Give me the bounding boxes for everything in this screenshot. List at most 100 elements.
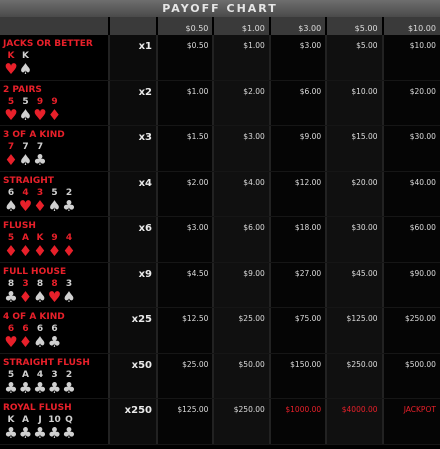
payout-value: $9.00 xyxy=(270,126,328,171)
playing-card: 3 ♣ xyxy=(48,370,62,396)
payout-row: STRAIGHT 6 ♠ 4 ♥ 3 ♦ 5 ♠ 2 ♣ x4 $2.00 $4.00 $12.00 $20.… xyxy=(0,171,440,217)
payout-value: $9.00 xyxy=(214,262,271,307)
playing-card: 4 ♥ xyxy=(19,188,33,214)
playing-card: K ♣ xyxy=(4,415,18,441)
hand-cell: FULL HOUSE 8 ♣ 3 ♦ 8 ♠ 8 ♥ 3 ♠ xyxy=(0,262,110,307)
payout-value: $15.00 xyxy=(327,126,384,171)
playing-card: A ♣ xyxy=(19,370,33,396)
card-rank: 5 xyxy=(7,233,15,243)
multiplier: x1 xyxy=(110,35,158,80)
hand-name: FLUSH xyxy=(3,221,36,231)
card-rank: 8 xyxy=(51,278,58,289)
card-rank: 3 xyxy=(36,187,44,198)
playing-card: 3 ♦ xyxy=(19,279,33,305)
bet-header: $1.00 xyxy=(214,17,271,35)
playing-card: K ♦ xyxy=(33,233,47,259)
card-rank: K xyxy=(7,415,15,425)
card-suit-icon: ♥ xyxy=(4,60,18,78)
playing-card: 4 ♣ xyxy=(33,370,47,396)
bet-header: $10.00 xyxy=(383,17,440,35)
payout-value: $250.00 xyxy=(214,399,271,444)
card-rank: K xyxy=(22,51,29,61)
payout-value: $20.00 xyxy=(383,80,440,125)
card-suit-icon: ♠ xyxy=(18,151,33,169)
payout-value: $2.00 xyxy=(158,171,215,216)
multiplier: x50 xyxy=(110,353,158,398)
card-suit-icon: ♠ xyxy=(18,60,33,78)
playing-card: 8 ♣ xyxy=(4,279,18,305)
card-rank: 5 xyxy=(7,369,15,380)
card-suit-icon: ♠ xyxy=(47,196,62,215)
hand-cell: 2 PAIRS 5 ♥ 5 ♠ 9 ♥ 9 ♦ xyxy=(0,80,110,125)
card-suit-icon: ♠ xyxy=(62,287,76,306)
multiplier: x3 xyxy=(110,126,158,171)
card-suit-icon: ♠ xyxy=(33,287,47,306)
payout-value: $0.50 xyxy=(158,35,215,80)
payout-value: $6.00 xyxy=(214,217,271,262)
playing-card: 9 ♥ xyxy=(33,97,47,123)
card-rank: 7 xyxy=(36,142,44,152)
playing-card: 9 ♦ xyxy=(48,233,62,259)
payout-value: $25.00 xyxy=(214,308,271,353)
card-rank: A xyxy=(22,415,29,425)
bet-header: $0.50 xyxy=(158,17,215,35)
card-suit-icon: ♥ xyxy=(47,287,62,306)
card-suit-icon: ♣ xyxy=(33,151,47,169)
payout-row: FLUSH 5 ♦ A ♦ K ♦ 9 ♦ 4 ♦ x6 $3.00 $6.00 $18.00 $30.00 $… xyxy=(0,217,440,263)
card-suit-icon: ♣ xyxy=(18,378,33,397)
card-suit-icon: ♠ xyxy=(18,105,33,124)
hand-cell: FLUSH 5 ♦ A ♦ K ♦ 9 ♦ 4 ♦ xyxy=(0,217,110,262)
card-suit-icon: ♠ xyxy=(33,333,47,351)
payout-row: JACKS OR BETTER K ♥ K ♠ x1 $0.50 $1.00 $3.00 $5.0… xyxy=(0,35,440,81)
card-rank: 4 xyxy=(65,233,73,243)
card-rank: 9 xyxy=(36,96,44,107)
multiplier: x25 xyxy=(110,308,158,353)
card-rank: 6 xyxy=(22,324,29,334)
hand-cell: JACKS OR BETTER K ♥ K ♠ xyxy=(0,35,110,80)
payout-value: $125.00 xyxy=(158,399,215,444)
card-suit-icon: ♥ xyxy=(18,196,33,215)
playing-card: 9 ♦ xyxy=(48,97,62,123)
payout-value: $3.00 xyxy=(270,35,328,80)
playing-card: 6 ♥ xyxy=(4,324,18,350)
playing-card: 7 ♦ xyxy=(4,142,18,168)
playing-card: 2 ♣ xyxy=(62,188,76,214)
card-suit-icon: ♣ xyxy=(4,378,18,397)
playing-card: 7 ♠ xyxy=(19,142,33,168)
card-rank: 10 xyxy=(48,415,61,425)
payout-value: $90.00 xyxy=(383,262,440,307)
card-suit-icon: ♦ xyxy=(47,105,62,124)
card-suit-icon: ♥ xyxy=(4,333,18,351)
card-suit-icon: ♦ xyxy=(18,287,33,306)
payout-value: $150.00 xyxy=(270,353,328,398)
payout-row: ROYAL FLUSH K ♣ A ♣ J ♣ 10 ♣ Q ♣ x250 $125.00 $250.00… xyxy=(0,399,440,445)
payout-value: $40.00 xyxy=(383,171,440,216)
payout-value: $4000.00 xyxy=(327,399,384,444)
hand-header-cell xyxy=(0,17,110,35)
multiplier: x4 xyxy=(110,171,158,216)
card-rank: 8 xyxy=(36,278,44,289)
payout-row: 4 OF A KIND 6 ♥ 6 ♦ 6 ♠ 6 ♣ x25 $12.50 $25.00 $75.00… xyxy=(0,308,440,354)
payout-value: $1.00 xyxy=(158,80,215,125)
card-suit-icon: ♦ xyxy=(18,242,33,260)
playing-card: 5 ♠ xyxy=(48,188,62,214)
card-rank: 9 xyxy=(51,96,58,107)
card-rank: 9 xyxy=(51,233,58,243)
hand-cell: ROYAL FLUSH K ♣ A ♣ J ♣ 10 ♣ Q ♣ xyxy=(0,399,110,444)
playing-card: 6 ♣ xyxy=(48,324,62,350)
card-suit-icon: ♦ xyxy=(4,242,18,260)
playing-card: Q ♣ xyxy=(62,415,76,441)
hand-name: 2 PAIRS xyxy=(3,84,42,95)
payout-value: $1.50 xyxy=(158,126,215,171)
payout-value: $2.00 xyxy=(214,80,271,125)
playing-card: 8 ♠ xyxy=(33,279,47,305)
payout-value: $4.00 xyxy=(214,171,271,216)
card-rank: J xyxy=(38,415,42,425)
payout-value: JACKPOT xyxy=(383,399,440,444)
hand-cell: 4 OF A KIND 6 ♥ 6 ♦ 6 ♠ 6 ♣ xyxy=(0,308,110,353)
payout-value: $4.50 xyxy=(158,262,215,307)
card-rank: 6 xyxy=(36,324,44,334)
card-suit-icon: ♣ xyxy=(62,378,76,397)
hand-name: JACKS OR BETTER xyxy=(3,39,93,49)
payout-value: $30.00 xyxy=(327,217,384,262)
